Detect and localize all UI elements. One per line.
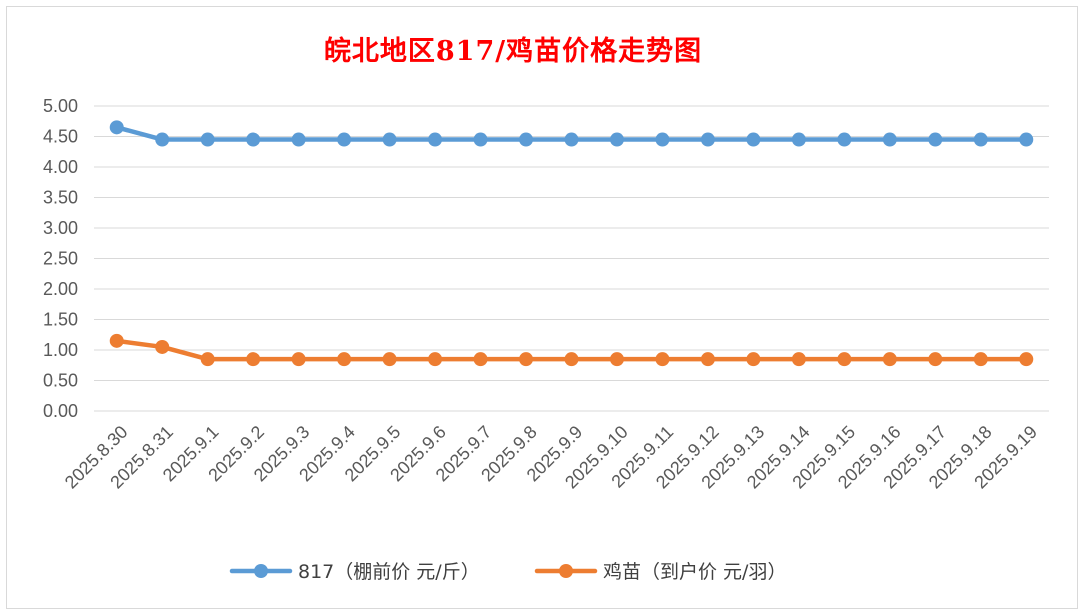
data-point bbox=[337, 132, 352, 147]
data-point bbox=[609, 352, 624, 367]
data-point bbox=[609, 132, 624, 147]
data-point bbox=[382, 132, 397, 147]
data-point bbox=[564, 132, 579, 147]
data-point bbox=[473, 352, 488, 367]
y-tick-label: 3.00 bbox=[43, 218, 78, 238]
y-tick-label: 4.50 bbox=[43, 127, 78, 147]
data-point bbox=[200, 132, 215, 147]
y-tick-label: 0.50 bbox=[43, 371, 78, 391]
legend-marker-1 bbox=[254, 564, 268, 578]
data-point bbox=[655, 352, 670, 367]
data-point bbox=[700, 132, 715, 147]
data-point bbox=[246, 132, 261, 147]
data-point bbox=[928, 352, 943, 367]
data-point bbox=[791, 352, 806, 367]
data-point bbox=[109, 120, 124, 135]
data-point bbox=[337, 352, 352, 367]
y-tick-label: 2.00 bbox=[43, 279, 78, 299]
data-point bbox=[246, 352, 261, 367]
data-point bbox=[428, 132, 443, 147]
y-tick-label: 5.00 bbox=[43, 96, 78, 116]
y-tick-label: 1.00 bbox=[43, 340, 78, 360]
chart-title: 皖北地区817/鸡苗价格走势图 bbox=[323, 36, 703, 67]
legend-label-1: 817（棚前价 元/斤） bbox=[298, 561, 480, 583]
data-point bbox=[1019, 132, 1034, 147]
data-point bbox=[155, 132, 170, 147]
legend-marker-2 bbox=[559, 564, 573, 578]
data-point bbox=[200, 352, 215, 367]
data-point bbox=[428, 352, 443, 367]
data-point bbox=[519, 352, 534, 367]
legend-label-2: 鸡苗（到户价 元/羽） bbox=[603, 561, 786, 583]
data-point bbox=[791, 132, 806, 147]
data-point bbox=[746, 352, 761, 367]
data-point bbox=[973, 132, 988, 147]
data-point bbox=[473, 132, 488, 147]
data-point bbox=[882, 352, 897, 367]
data-point bbox=[882, 132, 897, 147]
data-point bbox=[837, 132, 852, 147]
data-point bbox=[291, 132, 306, 147]
data-point bbox=[382, 352, 397, 367]
y-tick-label: 2.50 bbox=[43, 249, 78, 269]
data-point bbox=[519, 132, 534, 147]
data-point bbox=[291, 352, 306, 367]
data-point bbox=[746, 132, 761, 147]
y-tick-label: 3.50 bbox=[43, 188, 78, 208]
y-tick-label: 1.50 bbox=[43, 310, 78, 330]
data-point bbox=[837, 352, 852, 367]
y-tick-label: 4.00 bbox=[43, 157, 78, 177]
data-point bbox=[928, 132, 943, 147]
data-point bbox=[655, 132, 670, 147]
data-point bbox=[973, 352, 988, 367]
data-point bbox=[700, 352, 715, 367]
data-point bbox=[1019, 352, 1034, 367]
data-point bbox=[564, 352, 579, 367]
y-tick-label: 0.00 bbox=[43, 401, 78, 421]
data-point bbox=[155, 339, 170, 354]
data-point bbox=[109, 333, 124, 348]
